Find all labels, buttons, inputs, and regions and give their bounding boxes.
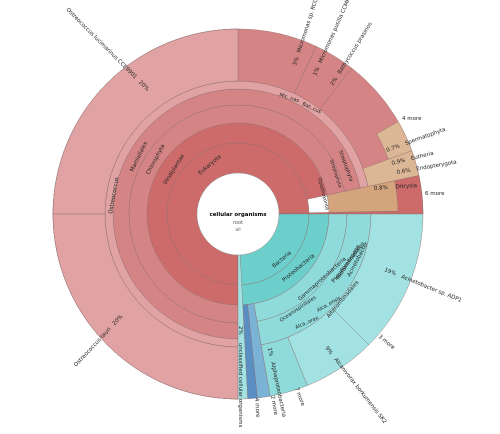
label-more-4b[interactable]: 4 more	[253, 398, 260, 418]
label-more-7[interactable]: 7 more	[293, 387, 306, 408]
wedge-streptophyta[interactable]	[362, 150, 420, 187]
label-ditrysia[interactable]: 0.8% Ditrysia	[374, 183, 418, 192]
center-title: cellular organisms	[209, 212, 267, 218]
wedge-spermatophyta[interactable]	[376, 121, 413, 160]
label-more-2[interactable]: 2 more	[269, 395, 278, 416]
center-subtitle: root	[233, 220, 243, 226]
center-circle[interactable]	[196, 172, 280, 256]
label-more-6[interactable]: 6 more	[425, 191, 445, 197]
label-more-4[interactable]: 4 more	[402, 116, 422, 122]
wedge-o-tauri[interactable]	[52, 213, 239, 400]
center-value: all	[235, 227, 240, 233]
label-unclassified[interactable]: 2%unclassified cellular organisms	[237, 326, 243, 427]
wedge-o-lucimarinus[interactable]	[52, 28, 239, 215]
wedge-eukaryota-other[interactable]	[394, 175, 424, 215]
label-eutheria[interactable]: 0.9%Eutheria	[391, 151, 434, 167]
label-more-3[interactable]: 3 more	[377, 334, 396, 352]
sunburst-wedges	[52, 28, 424, 400]
